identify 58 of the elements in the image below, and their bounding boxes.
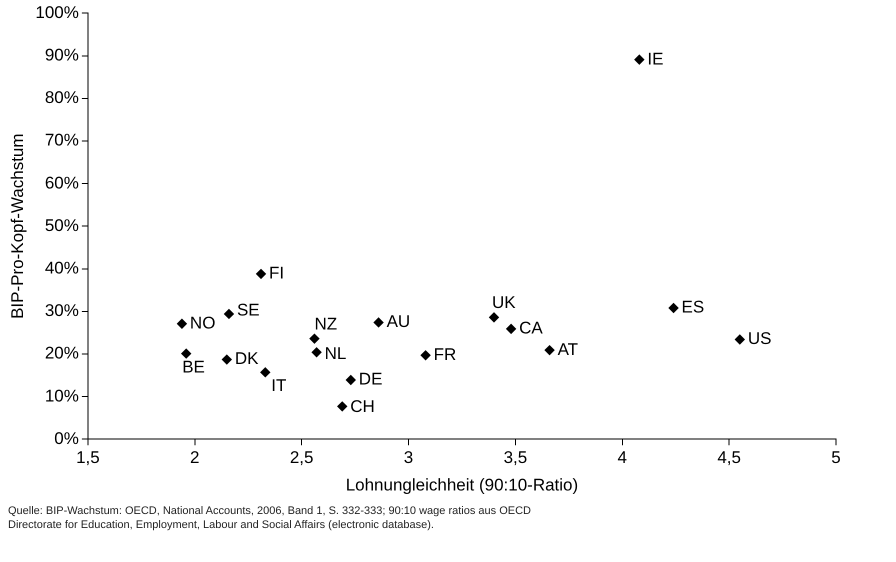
y-tick-label: 40% xyxy=(44,258,79,278)
y-tick-label: 50% xyxy=(44,216,79,235)
y-axis-title: BIP-Pro-Kopf-Wachstum xyxy=(8,133,27,319)
point xyxy=(260,367,270,378)
point xyxy=(544,345,555,356)
point xyxy=(309,334,320,344)
point xyxy=(374,317,384,328)
annotation: BE xyxy=(182,357,205,376)
point xyxy=(489,312,499,322)
annotation: FR xyxy=(434,344,456,364)
y-tick-label: 0% xyxy=(54,428,79,448)
point xyxy=(222,354,232,365)
x-tick-label: 2,5 xyxy=(290,448,314,468)
point xyxy=(256,268,266,279)
x-tick-label: 1,5 xyxy=(76,448,100,468)
point xyxy=(734,334,745,345)
point xyxy=(346,374,356,385)
annotation: UK xyxy=(492,293,516,312)
annotation: CH xyxy=(350,397,375,416)
point xyxy=(506,324,516,334)
annotation: DE xyxy=(358,370,382,389)
x-tick-label: 3,5 xyxy=(504,448,528,468)
point xyxy=(224,308,234,319)
annotation: CA xyxy=(519,318,544,338)
x-tick-label: 4,5 xyxy=(717,448,741,468)
x-tick-label: 2 xyxy=(190,448,200,468)
y-tick-label: 90% xyxy=(44,45,79,64)
y-tick-label: 20% xyxy=(44,344,79,363)
point xyxy=(181,348,192,359)
annotation: AU xyxy=(386,312,410,332)
x-tick-label: 5 xyxy=(831,448,841,468)
y-tick-label: 30% xyxy=(44,301,79,320)
point xyxy=(176,318,187,329)
y-tick-label: 60% xyxy=(44,173,79,192)
point xyxy=(337,401,348,412)
x-axis-title: Lohnungleichheit (90:10-Ratio) xyxy=(346,475,578,494)
y-tick-label: 80% xyxy=(44,88,79,108)
y-tick-label: 10% xyxy=(44,386,79,406)
annotation: NZ xyxy=(314,314,338,334)
annotation: DK xyxy=(234,349,260,368)
x-tick-label: 3 xyxy=(404,448,414,468)
annotation: IE xyxy=(647,49,664,68)
annotation: AT xyxy=(558,340,578,359)
annotation: IT xyxy=(271,376,286,396)
y-tick-label: 70% xyxy=(44,130,79,150)
source-note: Quelle: BIP-Wachstum: OECD, National Accounts, 2006, Band 1, S. 332-333; 90:10 wage ratios aus OECD Directorate for Education, Employment, Labour and Social Affairs (electronic database). xyxy=(8,504,532,532)
annotation: US xyxy=(748,329,772,348)
y-tick-label: 100% xyxy=(35,2,79,22)
point xyxy=(634,54,644,65)
annotation: NO xyxy=(190,313,216,332)
x-tick-label: 4 xyxy=(618,448,627,468)
annotation: SE xyxy=(236,300,260,320)
annotation: NL xyxy=(324,344,346,363)
annotation: ES xyxy=(682,298,704,317)
annotation: FI xyxy=(269,264,284,283)
point xyxy=(312,347,322,358)
point xyxy=(420,350,431,360)
point xyxy=(668,302,679,313)
